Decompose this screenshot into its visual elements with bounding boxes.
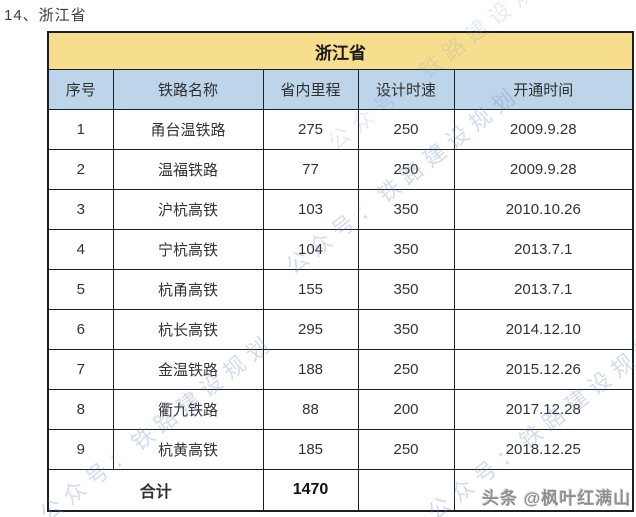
cell-name: 沪杭高铁 [112, 189, 264, 230]
cell-opened: 2015.12.26 [453, 349, 634, 390]
cell-speed: 350 [357, 229, 455, 270]
cell-mileage: 295 [262, 309, 359, 350]
cell-name: 宁杭高铁 [112, 229, 264, 270]
table-row: 4 宁杭高铁 104 350 2013.7.1 [47, 229, 634, 270]
cell-opened: 2017.12.28 [453, 389, 634, 430]
cell-name: 温福铁路 [112, 149, 264, 190]
table-row: 8 衢九铁路 88 200 2017.12.28 [47, 389, 634, 430]
total-speed-empty-cell [357, 469, 455, 512]
column-header-name: 铁路名称 [112, 69, 264, 110]
cell-mileage: 185 [262, 429, 359, 470]
table-row: 2 温福铁路 77 250 2009.9.28 [47, 149, 634, 190]
cell-name: 杭甬高铁 [112, 269, 264, 310]
cell-no: 3 [47, 189, 114, 230]
cell-no: 5 [47, 269, 114, 310]
cell-no: 4 [47, 229, 114, 270]
cell-speed: 350 [357, 309, 455, 350]
cell-mileage: 88 [262, 389, 359, 430]
railway-table: 浙江省 序号 铁路名称 省内里程 设计时速 开通时间 1 甬台温铁路 275 2… [47, 31, 635, 512]
table-row: 9 杭黄高铁 185 250 2018.12.25 [47, 429, 634, 470]
cell-name: 甬台温铁路 [112, 109, 264, 150]
cell-name: 金温铁路 [112, 349, 264, 390]
column-header-mileage: 省内里程 [262, 69, 359, 110]
cell-mileage: 103 [262, 189, 359, 230]
cell-name: 衢九铁路 [112, 389, 264, 430]
cell-speed: 200 [357, 389, 455, 430]
cell-opened: 2018.12.25 [453, 429, 634, 470]
cell-opened: 2009.9.28 [453, 149, 634, 190]
table-row: 5 杭甬高铁 155 350 2013.7.1 [47, 269, 634, 310]
table-title: 浙江省 [47, 31, 634, 70]
table-total-row: 合计 1470 [47, 469, 634, 512]
cell-mileage: 155 [262, 269, 359, 310]
table-row: 7 金温铁路 188 250 2015.12.26 [47, 349, 634, 390]
cell-no: 9 [47, 429, 114, 470]
cell-speed: 250 [357, 149, 455, 190]
cell-opened: 2013.7.1 [453, 229, 634, 270]
column-header-no: 序号 [47, 69, 114, 110]
cell-opened: 2014.12.10 [453, 309, 634, 350]
cell-mileage: 77 [262, 149, 359, 190]
cell-mileage: 188 [262, 349, 359, 390]
cell-mileage: 275 [262, 109, 359, 150]
column-header-opened: 开通时间 [453, 69, 634, 110]
cell-no: 2 [47, 149, 114, 190]
total-opened-empty-cell [453, 469, 634, 512]
cell-speed: 350 [357, 269, 455, 310]
cell-speed: 250 [357, 109, 455, 150]
cell-mileage: 104 [262, 229, 359, 270]
table-title-row: 浙江省 [47, 31, 634, 70]
table-row: 3 沪杭高铁 103 350 2010.10.26 [47, 189, 634, 230]
table-row: 6 杭长高铁 295 350 2014.12.10 [47, 309, 634, 350]
total-label: 合计 [47, 469, 264, 512]
cell-name: 杭黄高铁 [112, 429, 264, 470]
cell-opened: 2009.9.28 [453, 109, 634, 150]
page-heading: 14、浙江省 [4, 7, 87, 24]
table-row: 1 甬台温铁路 275 250 2009.9.28 [47, 109, 634, 150]
cell-no: 6 [47, 309, 114, 350]
cell-opened: 2010.10.26 [453, 189, 634, 230]
table-body: 浙江省 序号 铁路名称 省内里程 设计时速 开通时间 1 甬台温铁路 275 2… [47, 31, 634, 512]
column-header-speed: 设计时速 [357, 69, 455, 110]
total-mileage: 1470 [262, 469, 359, 512]
table-header-row: 序号 铁路名称 省内里程 设计时速 开通时间 [47, 69, 634, 110]
cell-no: 8 [47, 389, 114, 430]
cell-no: 1 [47, 109, 114, 150]
cell-speed: 250 [357, 349, 455, 390]
cell-speed: 350 [357, 189, 455, 230]
cell-name: 杭长高铁 [112, 309, 264, 350]
cell-opened: 2013.7.1 [453, 269, 634, 310]
cell-no: 7 [47, 349, 114, 390]
cell-speed: 250 [357, 429, 455, 470]
